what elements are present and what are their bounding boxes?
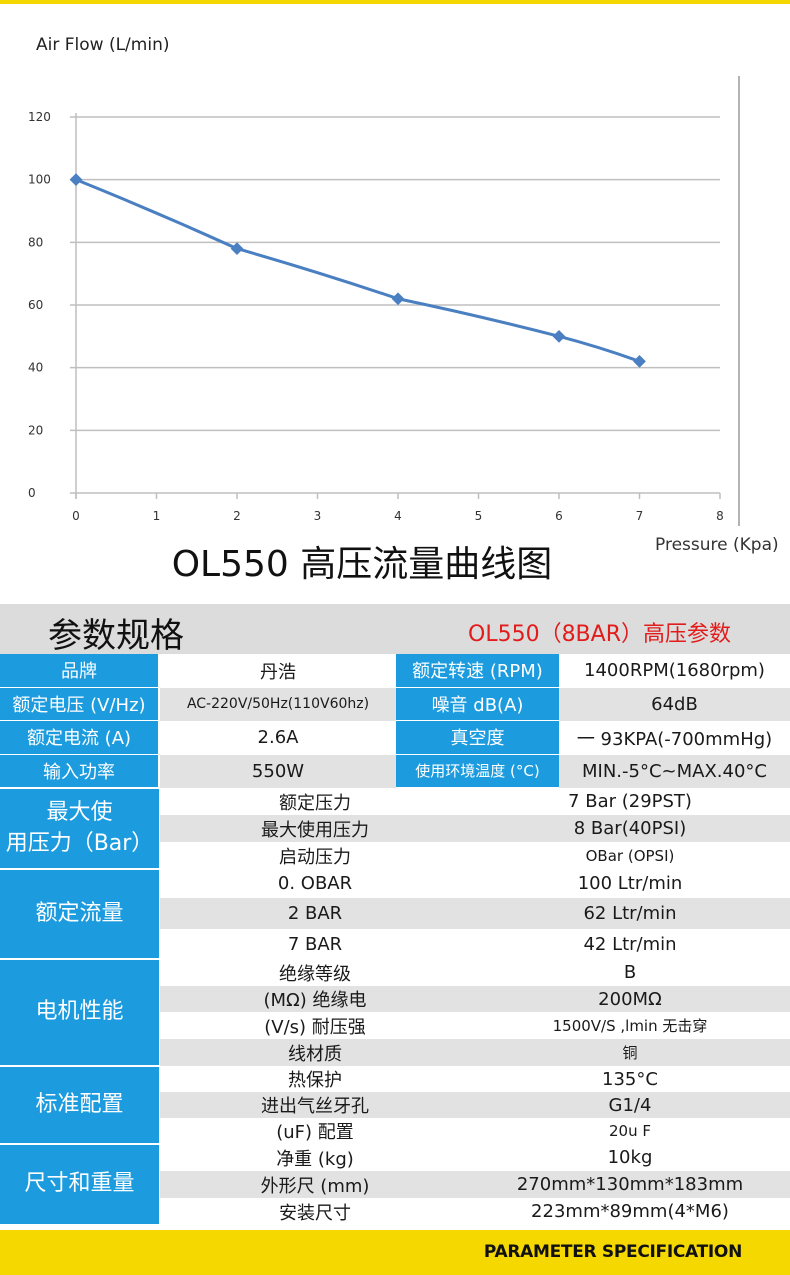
group-row-value: 100 Ltr/min: [470, 869, 790, 898]
group-row-value: 200MΩ: [470, 986, 790, 1012]
spec-label: 噪音 dB(A): [396, 687, 559, 720]
chart-title: OL550 高压流量曲线图: [172, 544, 553, 585]
group-row-value: 42 Ltr/min: [470, 929, 790, 959]
spec-label: 真空度: [396, 721, 559, 754]
spec-label: 品牌: [0, 654, 158, 687]
y-tick-label: 60: [28, 298, 43, 312]
group-row-name: (uF) 配置: [160, 1118, 470, 1144]
group-label: 额定流量: [0, 870, 159, 958]
y-tick-label: 80: [28, 235, 43, 249]
group-row-name: 启动压力: [160, 842, 470, 869]
group-row-name: 最大使用压力: [160, 815, 470, 842]
y-tick-label: 40: [28, 361, 43, 375]
spec-value: 64dB: [559, 687, 790, 721]
x-tick-label: 3: [314, 509, 322, 523]
y-axis-label: Air Flow (L/min): [36, 35, 169, 55]
group-row-name: 绝缘等级: [160, 959, 470, 986]
x-tick-label: 0: [72, 509, 80, 523]
x-tick-label: 4: [394, 509, 402, 523]
spec-group-table: 最大使 用压力（Bar） 额定压力 7 Bar (29PST) 最大使用压力 8 Bar…: [0, 788, 790, 1230]
spec-label: 额定转速 (RPM): [396, 654, 559, 687]
footer-bar: PARAMETER SPECIFICATION: [0, 1230, 790, 1275]
model-title: OL550（8BAR）高压参数: [468, 622, 731, 647]
group-row-value: 铜: [470, 1039, 790, 1066]
spec-value: MIN.-5°C~MAX.40°C: [559, 754, 790, 788]
group-label: 最大使 用压力（Bar）: [0, 789, 159, 868]
group-row-name: 7 BAR: [160, 929, 470, 959]
spec-value: 丹浩: [160, 654, 396, 688]
data-point: [391, 292, 405, 306]
group-label: 电机性能: [0, 960, 159, 1065]
group-row-name: (V/s) 耐压强: [160, 1012, 470, 1039]
y-tick-label: 0: [28, 486, 36, 500]
x-tick-label: 5: [475, 509, 483, 523]
top-accent-bar: [0, 0, 790, 4]
data-point: [69, 173, 83, 187]
spec-value: 550W: [160, 754, 396, 788]
data-point: [230, 242, 244, 255]
y-tick-label: 120: [28, 110, 51, 124]
group-row-value: 10kg: [470, 1144, 790, 1171]
y-tick-label: 100: [28, 173, 51, 187]
spec-value: 2.6A: [160, 721, 396, 755]
x-axis-label: Pressure (Kpa): [655, 535, 779, 555]
group-row-value: 223mm*89mm(4*M6): [470, 1198, 790, 1225]
y-tick-label: 20: [28, 423, 43, 437]
spec-top-table: 品牌 丹浩 额定转速 (RPM) 1400RPM(1680rpm) 额定电压 (V/Hz…: [0, 654, 790, 788]
footer-label: PARAMETER SPECIFICATION: [483, 1242, 742, 1262]
group-row-value: OBar (OPSI): [470, 842, 790, 869]
x-tick-label: 6: [555, 509, 563, 523]
group-row-value: G1/4: [470, 1092, 790, 1118]
group-label: 标准配置: [0, 1067, 159, 1143]
group-row-value: 20u F: [470, 1118, 790, 1144]
x-tick-label: 8: [716, 509, 724, 523]
airflow-pressure-chart: 0 20 40 60 80 100 120 0 1 2 3 4 5 6 7 8 Air Flow (L/min)…: [28, 35, 779, 585]
group-row-value: 1500V/S ,lmin 无击穿: [470, 1012, 790, 1039]
section-title: 参数规格: [48, 616, 184, 656]
data-point: [552, 329, 566, 343]
group-row-value: 62 Ltr/min: [470, 898, 790, 929]
spec-value: 一 93KPA(-700mmHg): [559, 721, 790, 755]
group-row-value: 135°C: [470, 1066, 790, 1092]
spec-label: 额定电压 (V/Hz): [0, 687, 158, 720]
group-row-name: 0. OBAR: [160, 869, 470, 898]
data-point: [633, 355, 646, 368]
group-label: 尺寸和重量: [0, 1145, 159, 1224]
series-line: [75, 178, 641, 363]
group-row-name: 线材质: [160, 1039, 470, 1066]
spec-value: 1400RPM(1680rpm): [559, 654, 790, 688]
group-row-value: 270mm*130mm*183mm: [470, 1171, 790, 1198]
group-row-value: B: [470, 959, 790, 986]
group-row-name: 净重 (kg): [160, 1144, 470, 1171]
group-row-name: 额定压力: [160, 788, 470, 815]
spec-value: AC-220V/50Hz(110V60hz): [160, 687, 396, 721]
x-tick-label: 2: [233, 509, 241, 523]
group-row-name: 2 BAR: [160, 898, 470, 929]
spec-label: 使用环境温度 (°C): [396, 754, 559, 787]
x-tick-label: 7: [636, 509, 644, 523]
group-row-value: 8 Bar(40PSI): [470, 815, 790, 842]
group-row-name: (MΩ) 绝缘电: [160, 986, 470, 1012]
spec-label: 输入功率: [0, 754, 158, 787]
group-row-name: 进出气丝牙孔: [160, 1092, 470, 1118]
group-row-value: 7 Bar (29PST): [470, 788, 790, 815]
group-row-name: 外形尺 (mm): [160, 1171, 470, 1198]
group-row-name: 安装尺寸: [160, 1198, 470, 1225]
x-tick-label: 1: [153, 509, 161, 523]
spec-section-header: 参数规格 OL550（8BAR）高压参数: [0, 604, 790, 656]
group-row-name: 热保护: [160, 1066, 470, 1092]
spec-label: 额定电流 (A): [0, 721, 158, 754]
